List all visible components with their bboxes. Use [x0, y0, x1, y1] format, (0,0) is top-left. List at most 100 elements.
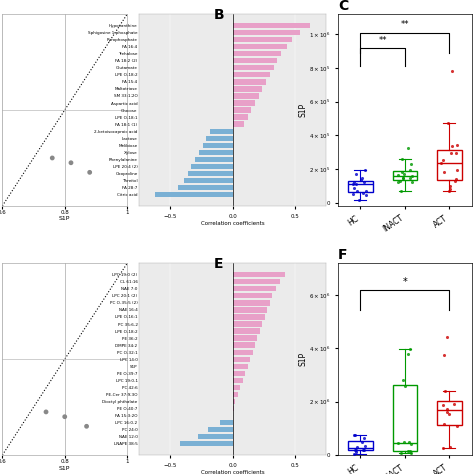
Bar [178, 185, 233, 190]
Point [451, 400, 458, 408]
Point [362, 442, 369, 449]
Bar [233, 51, 281, 56]
Point [401, 383, 409, 390]
Bar [233, 371, 245, 376]
Bar [184, 178, 233, 183]
Point [349, 180, 356, 188]
Bar [233, 293, 273, 299]
Bar [233, 328, 260, 334]
Point [443, 405, 451, 413]
Y-axis label: S1P: S1P [299, 103, 308, 117]
Point [446, 185, 454, 193]
Point [400, 174, 407, 182]
Bar [233, 37, 292, 42]
Point [358, 438, 366, 446]
Point [397, 449, 405, 457]
Bar [233, 385, 240, 390]
Point [359, 446, 367, 454]
Point [407, 449, 415, 457]
Bar [233, 378, 243, 383]
Bar [208, 427, 233, 432]
Point [439, 445, 447, 452]
Point [83, 422, 91, 430]
Point [445, 187, 453, 195]
Point [452, 150, 460, 157]
Point [351, 432, 358, 439]
Bar [233, 23, 310, 28]
X-axis label: Correlation coefficients: Correlation coefficients [201, 221, 264, 226]
Point [439, 156, 447, 164]
Point [404, 350, 412, 357]
Point [440, 168, 448, 176]
Bar [180, 441, 233, 447]
Point [407, 440, 415, 448]
Point [407, 447, 414, 455]
Point [360, 446, 368, 454]
Point [394, 440, 402, 447]
Text: **: ** [378, 36, 387, 45]
Point [452, 175, 460, 182]
Point [352, 448, 360, 456]
Point [406, 345, 414, 352]
Point [438, 160, 445, 167]
Bar [188, 171, 233, 176]
X-axis label: S1P: S1P [59, 217, 71, 221]
Point [446, 182, 454, 189]
Bar [233, 406, 234, 411]
Point [453, 166, 460, 174]
Bar [233, 72, 270, 77]
Text: **: ** [401, 20, 409, 29]
Text: E: E [214, 257, 223, 271]
Point [454, 422, 461, 430]
X-axis label: S1P: S1P [59, 465, 71, 471]
Point [349, 190, 357, 198]
Bar [233, 79, 266, 84]
Point [61, 413, 69, 420]
Text: C: C [338, 0, 348, 13]
Point [362, 191, 370, 199]
Point [350, 431, 358, 438]
Point [448, 67, 456, 75]
Bar [220, 420, 233, 425]
Point [359, 189, 367, 197]
X-axis label: Correlation coefficients: Correlation coefficients [201, 471, 264, 474]
Point [404, 447, 412, 455]
Bar [202, 143, 233, 148]
Point [351, 451, 358, 458]
Point [354, 188, 361, 195]
Point [448, 143, 456, 150]
Bar [198, 434, 233, 439]
Point [352, 180, 360, 188]
Point [360, 178, 368, 186]
Point [441, 351, 448, 358]
Point [409, 178, 416, 186]
Bar [233, 65, 273, 71]
Y-axis label: S1P: S1P [299, 352, 308, 366]
Point [353, 443, 360, 451]
Point [362, 188, 370, 195]
Point [400, 376, 407, 384]
Point [398, 155, 405, 163]
Point [439, 401, 447, 409]
Bar [206, 136, 233, 141]
Bar [233, 114, 247, 120]
Point [355, 196, 362, 204]
Point [444, 119, 452, 127]
Bar [233, 93, 259, 99]
Point [404, 144, 411, 152]
Point [353, 171, 360, 178]
Bar [233, 272, 285, 277]
Text: B: B [214, 8, 225, 22]
Bar [233, 279, 280, 284]
Bar [233, 321, 263, 327]
Point [398, 169, 406, 176]
Y-axis label: S1P: S1P [0, 104, 1, 116]
Point [351, 446, 358, 453]
Text: *: * [402, 277, 407, 287]
Point [397, 177, 404, 185]
Bar [233, 86, 263, 91]
Point [440, 420, 448, 428]
Point [407, 174, 414, 182]
Bar [233, 300, 270, 306]
Point [446, 410, 453, 418]
